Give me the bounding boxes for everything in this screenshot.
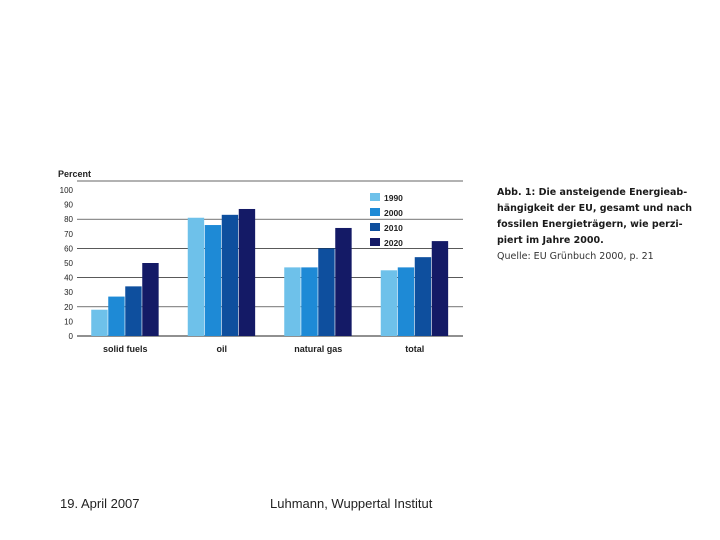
figure-caption: Abb. 1: Die ansteigende Energieab- hängi… (497, 185, 717, 265)
y-tick-label: 100 (60, 186, 74, 195)
bar-total-2000 (397, 267, 415, 336)
y-tick-label: 80 (64, 215, 73, 224)
legend-label: 2000 (384, 208, 403, 218)
legend-swatch (370, 223, 380, 231)
bar-natural-gas-2020 (335, 227, 352, 336)
legend-swatch (370, 208, 380, 216)
bar-natural-gas-2000 (301, 267, 318, 336)
bar-oil-2000 (204, 225, 222, 336)
y-tick-label: 90 (64, 201, 73, 210)
bars (91, 208, 449, 336)
footer-date: 19. April 2007 (60, 496, 140, 511)
x-tick-label: natural gas (294, 344, 342, 354)
bar-total-2020 (431, 241, 449, 336)
bar-solid-fuels-2000 (108, 296, 125, 336)
legend-label: 2010 (384, 223, 403, 233)
bar-oil-1990 (187, 217, 205, 336)
bar-solid-fuels-1990 (91, 309, 108, 336)
legend-label: 1990 (384, 193, 403, 203)
bar-natural-gas-1990 (284, 267, 301, 336)
y-tick-label: 50 (64, 259, 73, 268)
y-tick-label: 40 (64, 274, 73, 283)
x-tick-labels: solid fuels oil natural gas total (103, 344, 424, 354)
legend-swatch (370, 238, 380, 246)
legend: 1990 2000 2010 2020 (370, 193, 403, 248)
x-tick-label: oil (217, 344, 228, 354)
legend-swatch (370, 193, 380, 201)
x-tick-label: total (405, 344, 424, 354)
bar-total-2010 (414, 257, 432, 336)
bar-chart: Percent 0 10 20 30 40 50 60 70 80 90 100 solid fue… (58, 169, 463, 354)
bar-solid-fuels-2020 (142, 263, 159, 336)
bar-solid-fuels-2010 (125, 286, 142, 336)
y-tick-label: 70 (64, 230, 73, 239)
y-tick-label: 30 (64, 288, 73, 297)
bar-oil-2010 (221, 214, 239, 336)
bar-oil-2020 (238, 208, 256, 336)
caption-title: Abb. 1: Die ansteigende Energieab- hängi… (497, 187, 693, 246)
caption-source: Quelle: EU Grünbuch 2000, p. 21 (497, 251, 654, 262)
y-tick-label: 20 (64, 303, 73, 312)
y-tick-label: 10 (64, 317, 73, 326)
y-axis-label: Percent (58, 169, 91, 179)
x-tick-label: solid fuels (103, 344, 148, 354)
y-tick-labels: 0 10 20 30 40 50 60 70 80 90 100 (60, 186, 74, 341)
y-tick-label: 60 (64, 244, 73, 253)
legend-label: 2020 (384, 238, 403, 248)
footer-author: Luhmann, Wuppertal Institut (270, 496, 433, 511)
bar-natural-gas-2010 (318, 248, 335, 336)
y-tick-label: 0 (69, 332, 74, 341)
bar-total-1990 (380, 270, 398, 336)
